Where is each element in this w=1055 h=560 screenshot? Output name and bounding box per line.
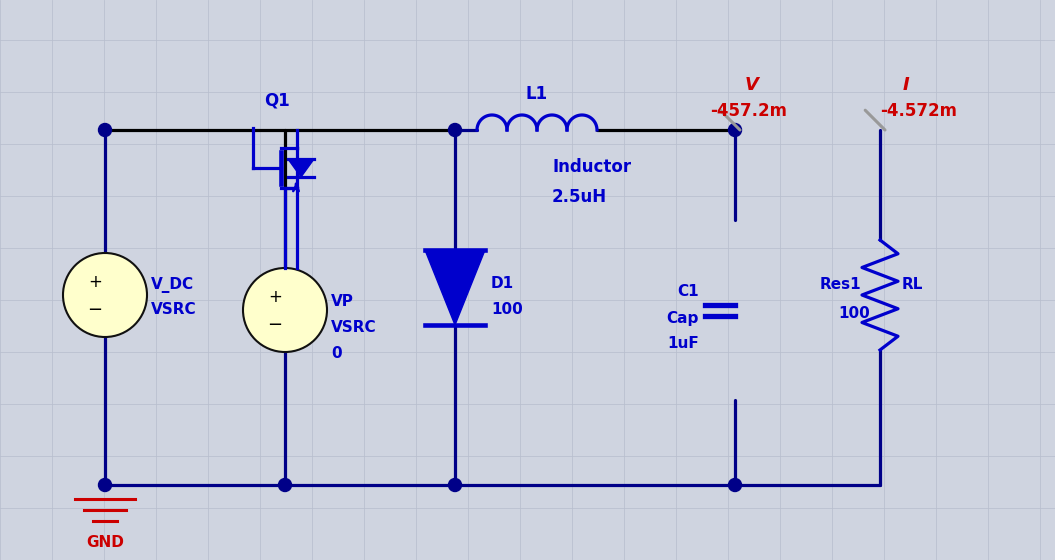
Text: +: + bbox=[88, 273, 102, 291]
Text: Inductor: Inductor bbox=[552, 158, 631, 176]
Text: V_DC: V_DC bbox=[151, 277, 194, 293]
Text: VSRC: VSRC bbox=[151, 302, 196, 318]
Text: -457.2m: -457.2m bbox=[710, 102, 787, 120]
Text: 1uF: 1uF bbox=[667, 337, 699, 352]
Text: +: + bbox=[268, 288, 282, 306]
Text: C1: C1 bbox=[677, 284, 699, 300]
Polygon shape bbox=[425, 250, 485, 325]
Text: V: V bbox=[745, 76, 759, 94]
Text: VSRC: VSRC bbox=[331, 320, 377, 335]
Circle shape bbox=[279, 478, 291, 492]
Text: 0: 0 bbox=[331, 347, 342, 362]
Text: GND: GND bbox=[87, 535, 123, 550]
Text: D1: D1 bbox=[491, 276, 514, 291]
Text: Res1: Res1 bbox=[820, 278, 862, 292]
Circle shape bbox=[448, 478, 461, 492]
Text: -4.572m: -4.572m bbox=[880, 102, 957, 120]
Text: 100: 100 bbox=[838, 306, 869, 320]
Text: −: − bbox=[267, 316, 283, 334]
Text: I: I bbox=[903, 76, 909, 94]
Text: VP: VP bbox=[331, 295, 353, 310]
Text: L1: L1 bbox=[526, 85, 548, 103]
Circle shape bbox=[98, 478, 112, 492]
Circle shape bbox=[729, 478, 742, 492]
Text: RL: RL bbox=[902, 278, 923, 292]
Text: 2.5uH: 2.5uH bbox=[552, 188, 607, 206]
Text: Q1: Q1 bbox=[264, 92, 290, 110]
Circle shape bbox=[729, 124, 742, 137]
Circle shape bbox=[63, 253, 147, 337]
Text: 100: 100 bbox=[491, 302, 522, 317]
Polygon shape bbox=[288, 159, 314, 177]
Circle shape bbox=[243, 268, 327, 352]
Text: −: − bbox=[88, 301, 102, 319]
Circle shape bbox=[98, 124, 112, 137]
Circle shape bbox=[448, 124, 461, 137]
Text: Cap: Cap bbox=[667, 310, 699, 325]
